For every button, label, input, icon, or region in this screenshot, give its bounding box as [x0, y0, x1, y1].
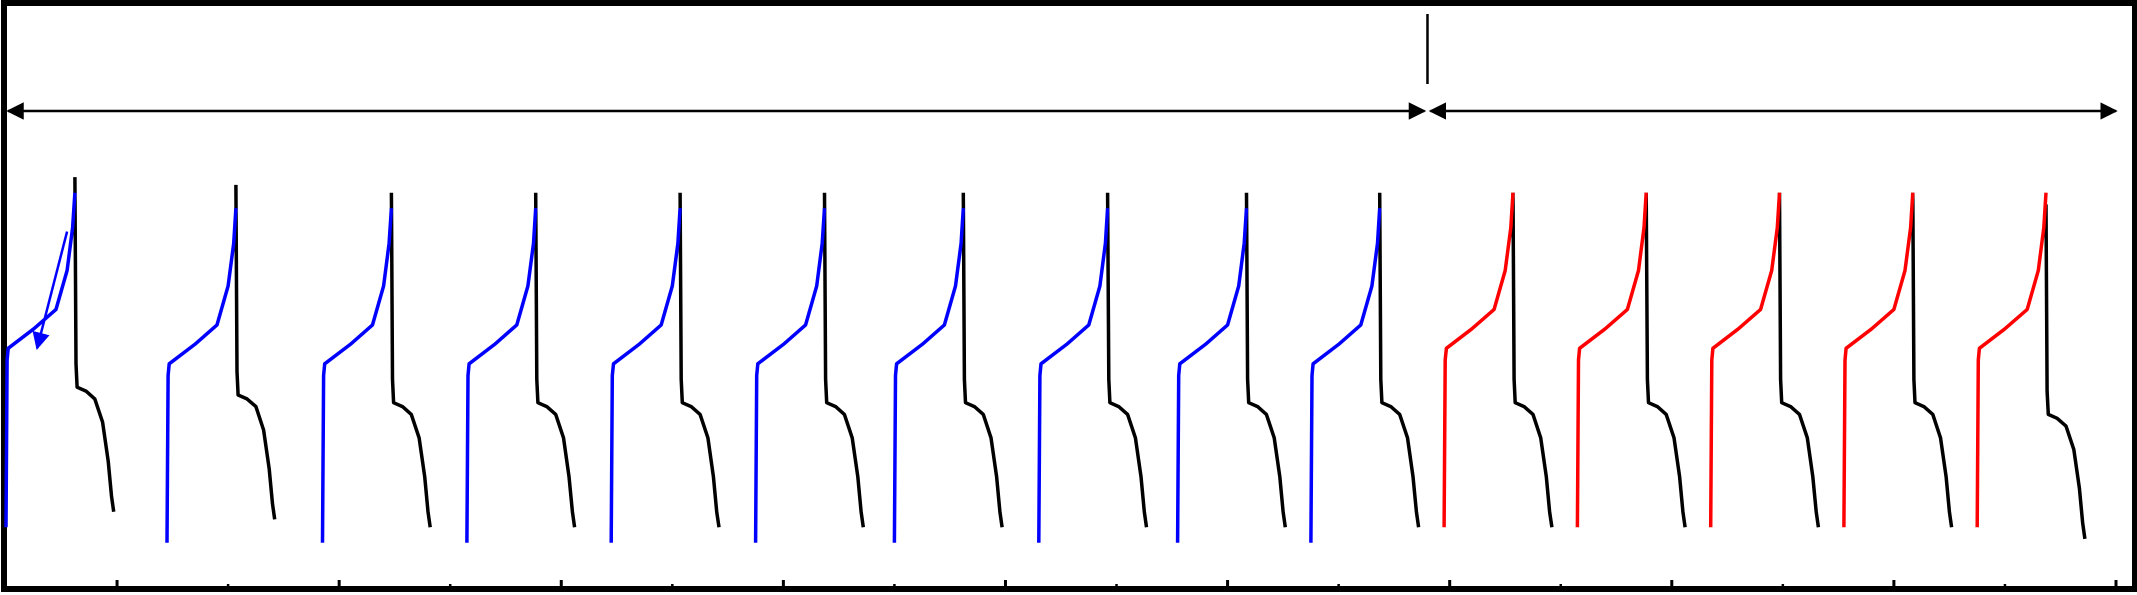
cycle-curves — [4, 177, 2087, 543]
cycle-6 — [753, 192, 866, 543]
discharge-curve — [389, 192, 432, 528]
charge-curve — [1575, 192, 1648, 528]
cycle-8 — [1037, 192, 1149, 543]
cycle-1 — [4, 177, 116, 528]
discharge-curve — [822, 192, 866, 528]
cycle-5 — [609, 192, 721, 543]
charge-curve — [4, 192, 77, 528]
charge-curve — [165, 208, 238, 543]
discharge-curve — [1644, 192, 1687, 528]
discharge-curve — [533, 192, 577, 528]
charge-curve — [892, 208, 966, 543]
discharge-curve — [1911, 192, 1954, 528]
cycle-13 — [1708, 192, 1821, 528]
charge-curve — [753, 208, 827, 543]
discharge-curve — [1244, 192, 1288, 528]
cycle-14 — [1842, 192, 1954, 528]
discharge-curve — [1511, 192, 1554, 528]
charge-curve — [1442, 192, 1515, 528]
cycle-12 — [1575, 192, 1687, 528]
charge-curve — [1175, 208, 1249, 543]
cycle-15 — [1975, 192, 2087, 540]
discharge-curve — [961, 192, 1004, 528]
discharge-curve — [73, 177, 116, 512]
charge-curve — [465, 208, 538, 543]
charge-curve — [1842, 192, 1915, 528]
charge-curve — [609, 208, 682, 543]
cycle-7 — [892, 192, 1004, 543]
discharge-curve — [678, 192, 721, 528]
charge-curve — [1975, 192, 2048, 528]
discharge-curve — [1377, 192, 1421, 528]
discharge-curve — [234, 184, 277, 520]
charge-curve — [1037, 208, 1110, 543]
cycle-10 — [1309, 192, 1421, 543]
cycle-3 — [320, 192, 432, 543]
cycle-2 — [165, 184, 277, 543]
charge-curve — [320, 208, 394, 543]
discharge-curve — [2044, 204, 2087, 540]
charge-curve — [1708, 192, 1782, 528]
first-cycle-pointer-arrow — [32, 231, 69, 350]
discharge-curve — [1777, 192, 1821, 528]
discharge-curve — [1105, 192, 1149, 528]
cycle-9 — [1175, 192, 1288, 543]
cycle-4 — [465, 192, 577, 543]
cycle-11 — [1442, 192, 1554, 528]
phase-annotations — [6, 14, 2118, 350]
charge-curve — [1309, 208, 1382, 543]
x-axis-ticks — [115, 580, 2118, 589]
